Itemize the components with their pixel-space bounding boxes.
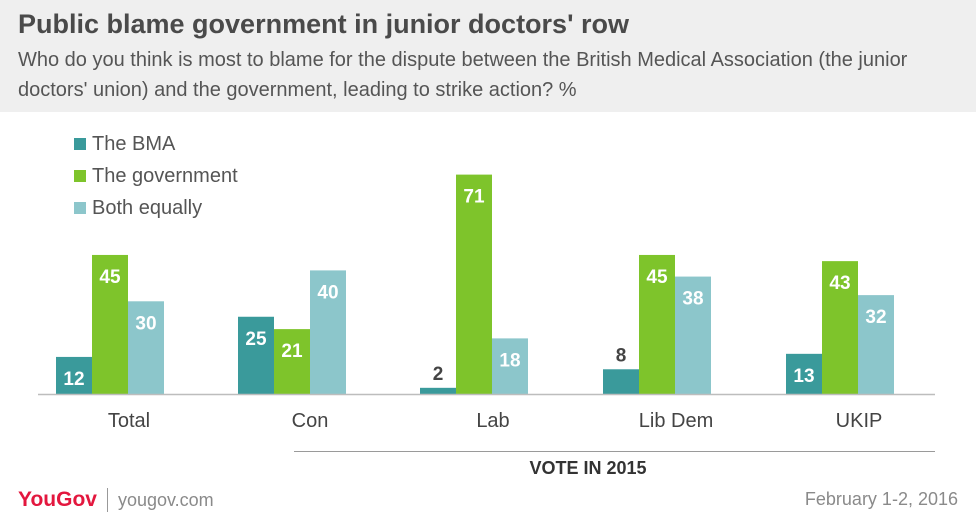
legend-label-3: Both equally (92, 196, 203, 219)
value-label-3-1: 30 (135, 313, 156, 334)
bar-1-3 (420, 387, 456, 394)
value-label-3-3: 18 (499, 350, 520, 371)
value-label-2-5: 43 (829, 273, 850, 294)
bar-3-1 (128, 301, 164, 394)
bar-2-5 (822, 261, 858, 394)
value-label-1-2: 25 (245, 329, 267, 350)
value-label-3-2: 40 (317, 282, 338, 303)
bar-2-3 (456, 174, 492, 394)
value-label-2-1: 45 (99, 267, 121, 288)
bar-1-2 (238, 316, 274, 394)
value-label-2-3: 71 (463, 187, 485, 208)
bar-3-4 (675, 276, 711, 394)
legend-swatch-2 (74, 170, 86, 182)
bar-1-5 (786, 353, 822, 394)
legend-item-3: Both equally (74, 192, 238, 224)
bar-3-3 (492, 338, 528, 394)
website-url: yougov.com (117, 489, 214, 510)
value-label-1-3: 2 (433, 364, 444, 385)
value-label-3-4: 38 (682, 289, 703, 310)
x-axis-group-label: VOTE IN 2015 (529, 458, 646, 478)
brand-wordmark: YouGov (18, 488, 97, 511)
value-label-2-2: 21 (281, 341, 303, 362)
value-label-1-5: 13 (793, 366, 814, 387)
bar-2-1 (92, 254, 128, 394)
value-label-3-5: 32 (865, 307, 886, 328)
category-label-5: UKIP (836, 410, 883, 432)
bar-1-4 (603, 369, 639, 394)
bar-2-4 (639, 254, 675, 394)
logo-divider (106, 488, 108, 512)
bar-3-5 (858, 295, 894, 394)
survey-date: February 1-2, 2016 (804, 489, 958, 509)
chart-legend: The BMA The government Both equally (74, 128, 238, 224)
legend-label-1: The BMA (92, 132, 176, 155)
chart-header: Public blame government in junior doctor… (0, 0, 976, 112)
legend-swatch-3 (74, 202, 86, 214)
bar-2-2 (274, 329, 310, 394)
chart-subtitle: Who do you think is most to blame for th… (18, 49, 908, 101)
value-labels-layer: 12 45 30 25 21 40 2 71 18 8 45 38 13 43 32 (63, 187, 886, 390)
bar-3-2 (310, 270, 346, 394)
category-labels-layer: Total Con Lab Lib Dem UKIP (108, 410, 882, 432)
value-label-1-4: 8 (616, 345, 627, 366)
value-label-2-4: 45 (646, 267, 668, 288)
yougov-logo: YouGov yougov.com (18, 488, 214, 512)
chart-title: Public blame government in junior doctor… (18, 9, 629, 39)
category-label-2: Con (292, 410, 329, 432)
value-label-1-1: 12 (63, 369, 84, 390)
category-label-4: Lib Dem (639, 410, 713, 432)
legend-item-2: The government (74, 160, 238, 192)
legend-label-2: The government (92, 164, 238, 187)
legend-item-1: The BMA (74, 128, 238, 160)
category-label-1: Total (108, 410, 150, 432)
bars-layer (56, 174, 894, 394)
legend-swatch-1 (74, 138, 86, 150)
bar-1-1 (56, 356, 92, 394)
category-label-3: Lab (476, 410, 509, 432)
